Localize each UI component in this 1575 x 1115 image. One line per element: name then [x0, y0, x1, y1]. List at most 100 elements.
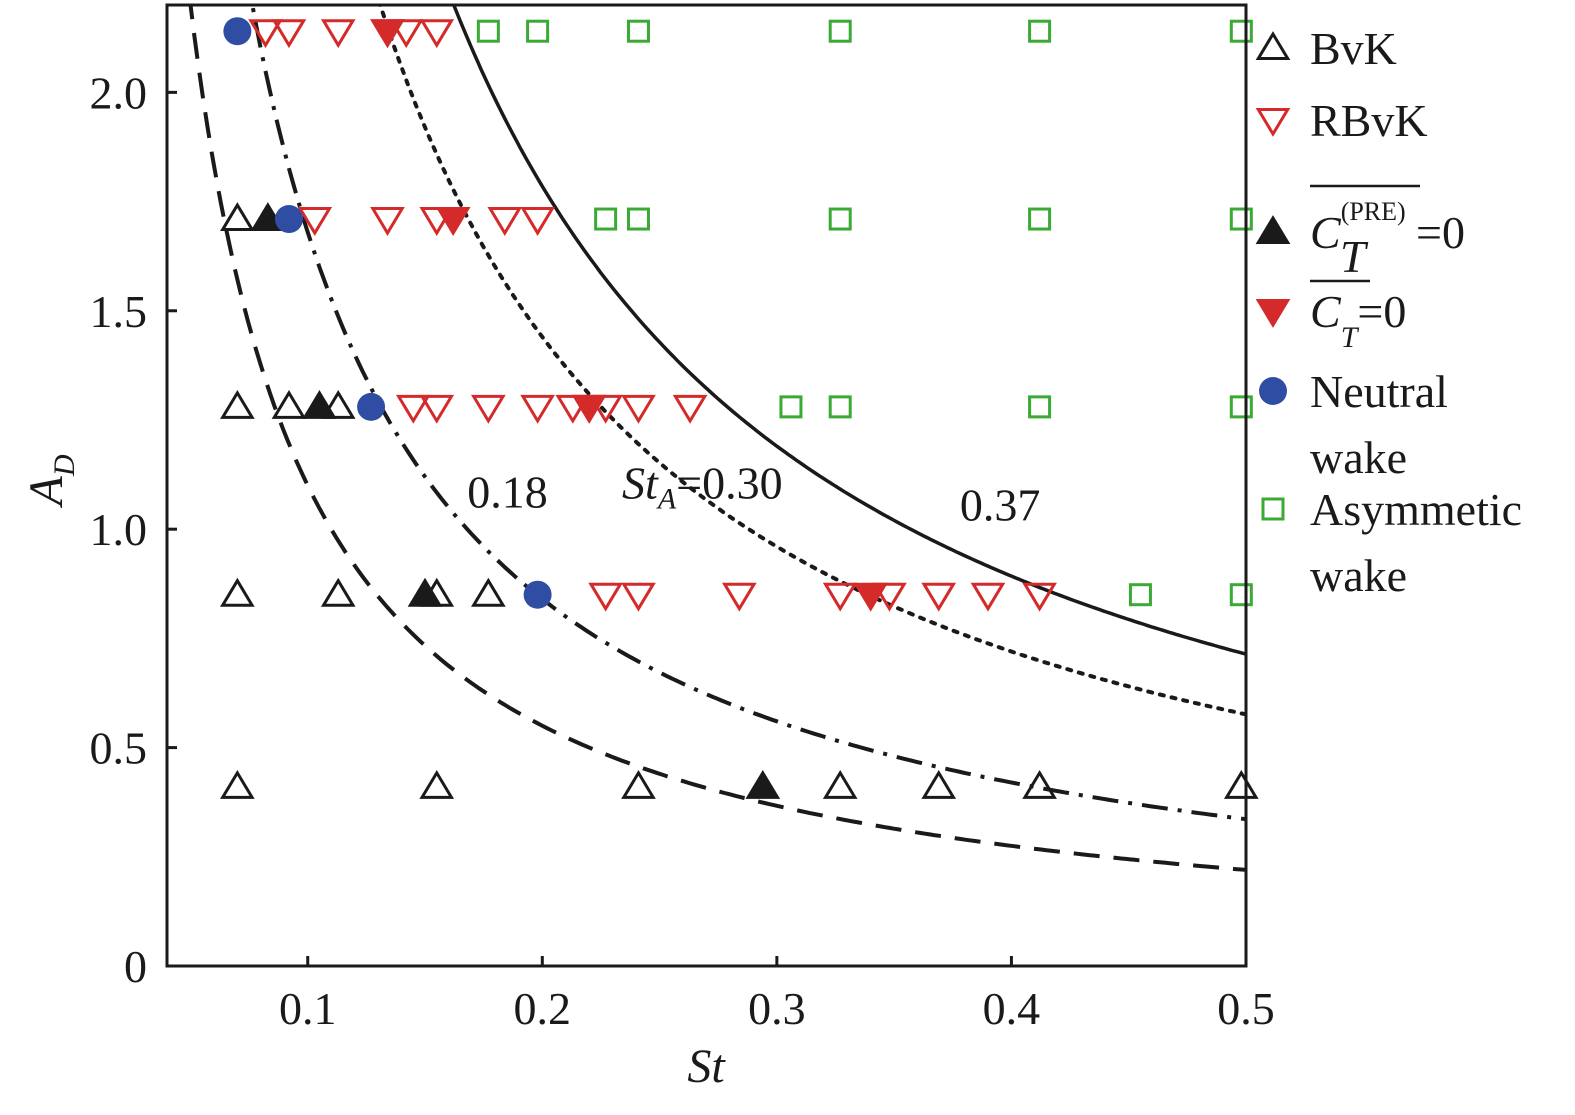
- legend-marker-bvk: [1255, 31, 1291, 60]
- data-point-bvk: [220, 577, 255, 607]
- curve-annotation: 0.37: [960, 479, 1041, 530]
- data-point-asym: [1028, 207, 1052, 231]
- data-point-asym: [828, 395, 852, 419]
- legend-label: wake: [1310, 550, 1407, 601]
- y-axis-label: A: [20, 476, 73, 509]
- legend-label: wake: [1310, 432, 1407, 483]
- y-axis-label-group: AD: [20, 454, 81, 508]
- data-point-bvk: [271, 389, 307, 419]
- svg-text:AD: AD: [20, 454, 81, 508]
- data-point-bvk: [320, 389, 356, 419]
- curves-layer: [188, 5, 1246, 872]
- legend-item-asym: Asymmetic wake: [1261, 484, 1522, 601]
- curve-solid: [451, 5, 1246, 656]
- annotations-layer: 0.18 StA=0.30 0.37: [467, 458, 1040, 531]
- series-bvk: [220, 202, 1259, 799]
- data-point-asym: [1028, 19, 1052, 43]
- axes-layer: [165, 3, 1248, 968]
- data-point-asym: [626, 207, 650, 231]
- legend-item-rbvk: RBvK: [1255, 95, 1428, 146]
- x-tick-label: 0.2: [514, 983, 572, 1034]
- plot-frame: [165, 3, 1248, 968]
- legend-item-bvk: BvK: [1255, 23, 1397, 74]
- data-point-rbvk: [419, 394, 455, 424]
- curve-dashed: [188, 5, 1246, 872]
- data-point-asym: [476, 19, 500, 43]
- legend-marker-asym: [1261, 497, 1285, 521]
- curve-annotation: StA=0.30: [622, 458, 783, 516]
- data-point-rbvk: [621, 582, 656, 612]
- data-point-asym: [526, 19, 550, 43]
- series-neutral: [223, 17, 552, 609]
- data-point-ct: [435, 207, 471, 236]
- data-point-rbvk: [822, 582, 858, 612]
- data-point-rbvk: [520, 207, 555, 236]
- x-tick-label: 0.5: [1217, 983, 1275, 1034]
- data-point-ct: [370, 19, 405, 49]
- y-tick-label: 0: [124, 941, 147, 992]
- data-point-bvk: [320, 577, 356, 607]
- data-point-bvk: [822, 769, 858, 799]
- legend-label: Neutral: [1310, 366, 1448, 417]
- data-point-rbvk: [419, 19, 455, 49]
- legend-marker-rbvk: [1255, 108, 1291, 137]
- legend-label: RBvK: [1310, 95, 1428, 146]
- data-point-asym: [828, 207, 852, 231]
- y-axis-label-subscript: D: [48, 454, 81, 477]
- data-point-asym: [594, 207, 618, 231]
- y-tick-label: 1.5: [90, 286, 148, 337]
- legend-item-neutral: Neutral wake: [1259, 366, 1448, 483]
- data-point-bvk: [1022, 769, 1057, 799]
- legend-label: CT=0: [1310, 286, 1406, 354]
- series-asym: [476, 19, 1253, 607]
- data-point-asym: [1229, 19, 1253, 43]
- legend-item-ct: CT=0: [1255, 279, 1406, 354]
- series-rbvk: [248, 19, 1057, 612]
- data-point-rbvk: [621, 394, 656, 424]
- data-point-asym: [779, 395, 803, 419]
- data-point-ct_pre: [302, 389, 337, 419]
- data-point-bvk: [621, 769, 656, 799]
- legend-label-subscript: T: [1340, 231, 1369, 282]
- data-point-ct: [853, 582, 889, 612]
- data-point-rbvk: [471, 394, 506, 424]
- curve-annotation: 0.18: [467, 466, 548, 517]
- data-point-asym: [828, 19, 852, 43]
- data-point-bvk: [921, 769, 957, 799]
- legend-marker-ct_pre: [1255, 215, 1291, 244]
- data-point-neutral: [523, 580, 552, 609]
- data-point-asym: [1229, 583, 1253, 607]
- data-point-rbvk: [672, 394, 708, 424]
- legend-item-ct_pre: C(PRE)T =0: [1255, 184, 1465, 282]
- data-point-rbvk: [721, 582, 757, 612]
- y-tick-label: 1.0: [90, 504, 148, 555]
- data-point-rbvk: [320, 19, 356, 49]
- data-point-neutral: [357, 392, 386, 421]
- data-point-rbvk: [487, 207, 523, 236]
- data-point-asym: [1028, 395, 1052, 419]
- y-tick-label: 2.0: [90, 67, 148, 118]
- data-point-rbvk: [395, 394, 431, 424]
- data-point-rbvk: [520, 394, 555, 424]
- legend-label: Asymmetic: [1310, 484, 1522, 535]
- legend-marker-neutral: [1259, 377, 1287, 405]
- x-axis-label: St: [687, 1040, 726, 1093]
- markers-layer: [220, 17, 1259, 799]
- data-point-asym: [1229, 395, 1253, 419]
- data-point-bvk: [220, 769, 255, 799]
- data-point-ct: [571, 394, 607, 424]
- legend-marker-ct: [1255, 299, 1291, 328]
- series-ct: [370, 19, 889, 612]
- data-point-bvk: [419, 769, 455, 799]
- y-tick-label: 0.5: [90, 723, 148, 774]
- data-point-neutral: [274, 205, 303, 234]
- data-point-neutral: [223, 17, 252, 46]
- data-point-rbvk: [970, 582, 1006, 612]
- data-point-rbvk: [388, 19, 424, 49]
- data-point-rbvk: [921, 582, 957, 612]
- x-tick-label: 0.1: [279, 983, 337, 1034]
- data-point-rbvk: [248, 19, 283, 49]
